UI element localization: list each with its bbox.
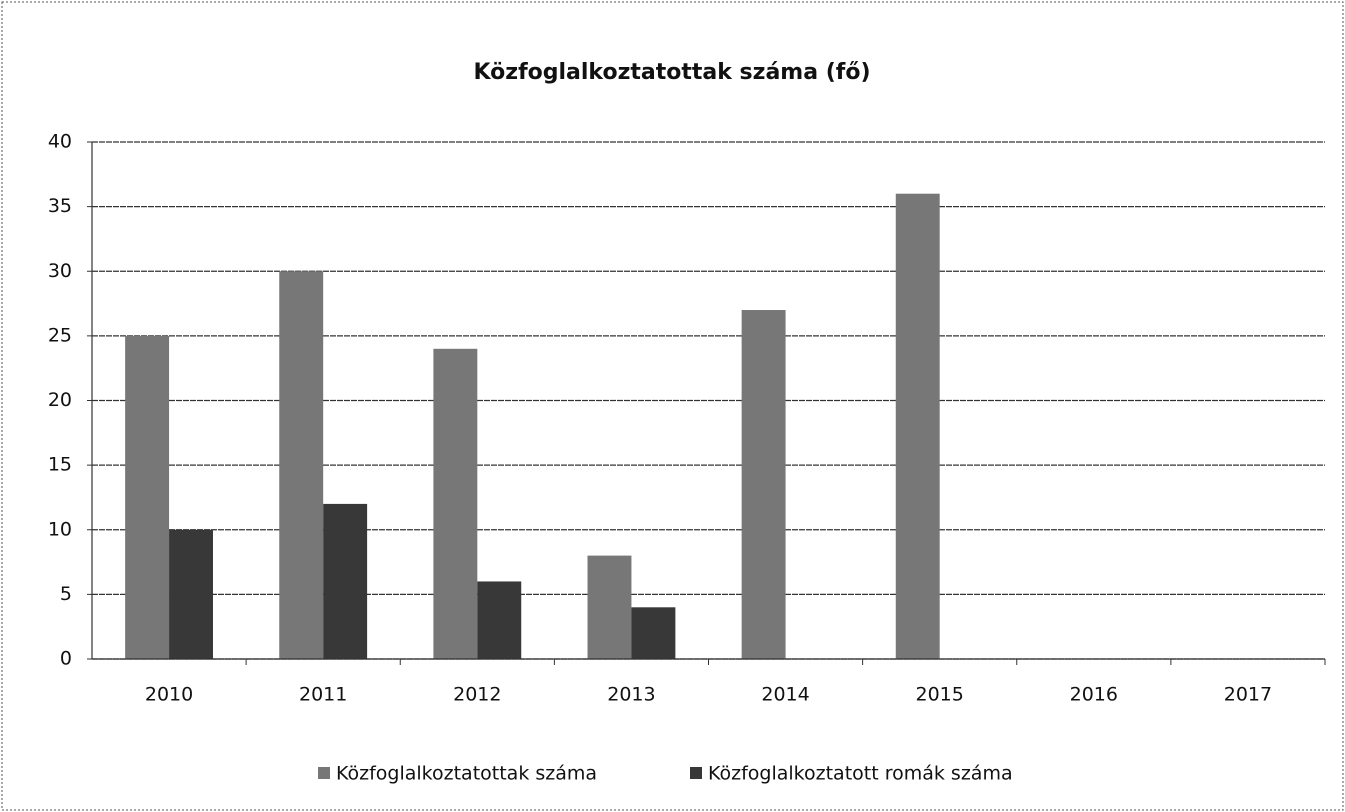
x-tick-label: 2011 [299, 684, 347, 706]
bar [433, 348, 478, 659]
y-tick-label: 5 [60, 583, 72, 605]
legend-swatch [690, 767, 702, 779]
x-tick-label: 2012 [453, 684, 501, 706]
y-tick-label: 35 [48, 195, 72, 217]
bar [477, 581, 522, 659]
bar [169, 529, 213, 659]
y-tick-label: 20 [48, 389, 72, 411]
x-tick-label: 2015 [916, 684, 964, 706]
bar [741, 310, 786, 659]
bar [631, 607, 676, 659]
y-tick-label: 40 [48, 131, 72, 153]
chart-title: Közfoglalkoztatottak száma (fő) [473, 60, 870, 85]
bar [587, 555, 632, 659]
legend-label: Közfoglalkoztatott romák száma [708, 763, 1013, 785]
bar [323, 503, 368, 659]
bar [279, 271, 324, 659]
y-tick-label: 10 [48, 518, 72, 540]
bar [895, 193, 940, 659]
y-tick-label: 25 [48, 324, 72, 346]
x-tick-label: 2013 [607, 684, 655, 706]
x-tick-label: 2010 [145, 684, 193, 706]
legend-swatch [318, 767, 330, 779]
x-tick-label: 2017 [1224, 684, 1272, 706]
y-tick-label: 0 [60, 648, 72, 670]
x-tick-label: 2014 [761, 684, 809, 706]
bar [125, 335, 170, 659]
y-tick-label: 30 [48, 260, 72, 282]
legend-label: Közfoglalkoztatottak száma [336, 763, 597, 785]
y-tick-label: 15 [48, 454, 72, 476]
x-tick-label: 2016 [1070, 684, 1118, 706]
